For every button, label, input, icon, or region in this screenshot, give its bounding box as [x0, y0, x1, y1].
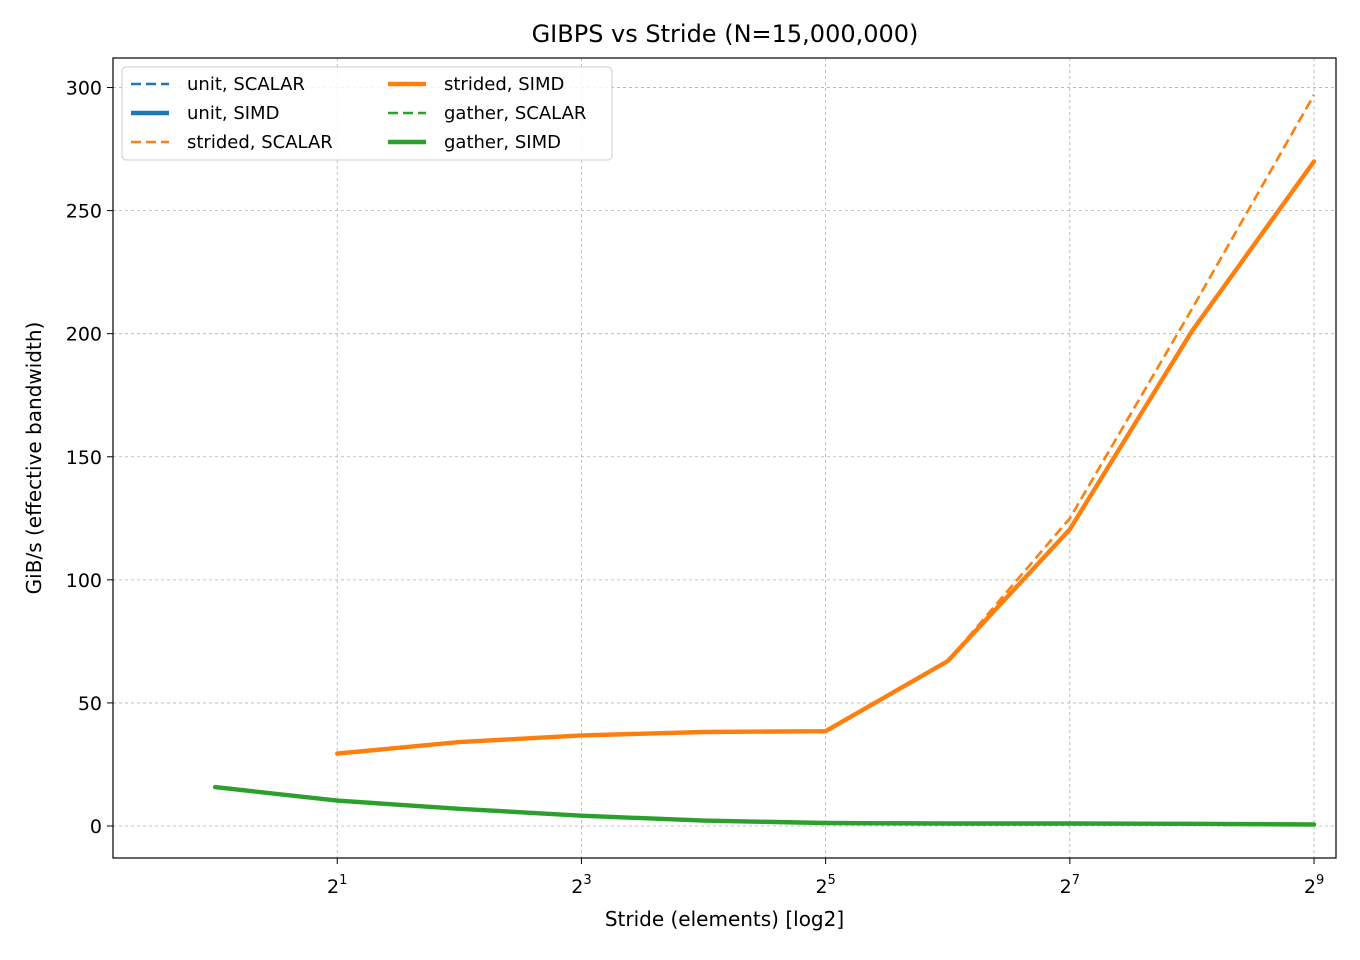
series-line-gather-scalar	[214, 785, 1315, 826]
legend-label-strided-scalar: strided, SCALAR	[187, 132, 333, 153]
x-tick-label: 25	[815, 873, 835, 898]
y-axis-ticks: 0 50 100 150 200 250 300	[66, 78, 113, 838]
legend-label-gather-simd: gather, SIMD	[444, 132, 561, 153]
legend-label-gather-scalar: gather, SCALAR	[444, 103, 586, 124]
y-tick-label: 300	[66, 78, 102, 100]
x-axis-title: Stride (elements) [log2]	[605, 907, 844, 931]
legend-label-unit-scalar: unit, SCALAR	[187, 74, 305, 95]
legend: unit, SCALAR unit, SIMD strided, SCALAR str…	[121, 66, 613, 161]
legend-label-strided-simd: strided, SIMD	[444, 74, 564, 95]
plot-frame	[112, 57, 1337, 859]
series-lines	[212, 94, 1317, 827]
series-line-strided-scalar	[337, 94, 1316, 755]
grid	[113, 58, 1336, 858]
y-tick-label: 250	[66, 201, 102, 223]
x-tick-label: 29	[1304, 873, 1324, 898]
y-tick-label: 50	[78, 693, 102, 715]
y-tick-label: 100	[66, 570, 102, 592]
x-tick-label: 27	[1060, 873, 1080, 898]
legend-label-unit-simd: unit, SIMD	[187, 103, 279, 124]
x-tick-label: 23	[571, 873, 591, 898]
legend-box	[121, 66, 613, 161]
y-tick-label: 150	[66, 447, 102, 469]
x-tick-label: 21	[327, 873, 347, 898]
chart-title: GIBPS vs Stride (N=15,000,000)	[532, 20, 919, 48]
y-tick-label: 200	[66, 324, 102, 346]
x-axis-ticks: 21 23 25 27 29	[327, 858, 1324, 898]
y-tick-label: 0	[90, 816, 102, 838]
y-axis-title: GiB/s (effective bandwidth)	[22, 322, 46, 595]
